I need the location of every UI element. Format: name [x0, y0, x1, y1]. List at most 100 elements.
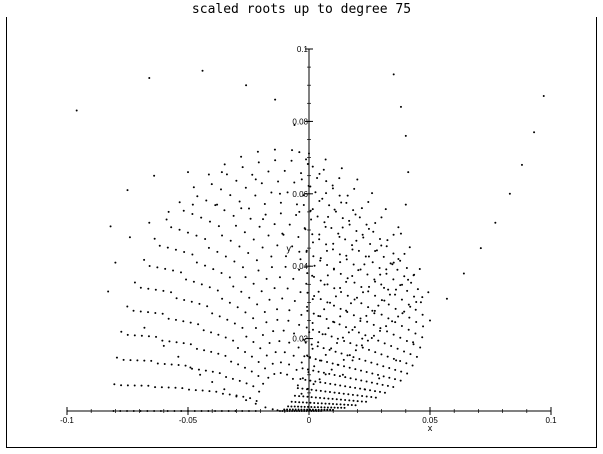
- data-point: [365, 314, 368, 317]
- data-point: [186, 231, 189, 234]
- data-point: [174, 318, 177, 321]
- data-point: [132, 309, 135, 312]
- data-point: [308, 410, 310, 412]
- data-point: [392, 357, 395, 360]
- data-point: [391, 320, 394, 323]
- data-point: [381, 383, 384, 386]
- data-point: [397, 258, 400, 261]
- data-point: [197, 368, 200, 371]
- data-point: [378, 377, 381, 380]
- data-point: [326, 283, 329, 286]
- data-point: [274, 159, 277, 162]
- data-point: [346, 277, 349, 280]
- data-point: [327, 327, 330, 330]
- data-point: [311, 321, 314, 324]
- data-point: [407, 171, 410, 174]
- data-point: [359, 387, 362, 390]
- data-point: [308, 331, 311, 334]
- data-point: [372, 230, 375, 233]
- data-point: [153, 237, 156, 240]
- data-point: [380, 283, 383, 286]
- data-point: [344, 238, 347, 241]
- data-point: [147, 287, 150, 290]
- data-point: [183, 251, 186, 254]
- data-point: [252, 317, 255, 320]
- data-point: [400, 370, 403, 373]
- data-point: [178, 228, 181, 231]
- data-point: [302, 395, 305, 398]
- data-point: [263, 203, 266, 206]
- data-point: [287, 319, 290, 322]
- data-point: [338, 392, 341, 395]
- data-point: [371, 372, 374, 375]
- data-point: [162, 289, 165, 292]
- data-point: [306, 368, 309, 371]
- data-point: [388, 367, 391, 370]
- data-point: [319, 259, 322, 262]
- data-point: [267, 170, 270, 173]
- data-point: [333, 208, 336, 211]
- data-point: [344, 385, 347, 388]
- data-point: [208, 390, 211, 393]
- data-point: [339, 261, 342, 264]
- data-point: [217, 352, 220, 355]
- data-point: [352, 263, 355, 266]
- data-point: [333, 287, 336, 290]
- data-point: [316, 345, 319, 348]
- data-point: [326, 408, 329, 411]
- data-point: [160, 386, 163, 389]
- data-point: [380, 353, 383, 356]
- data-point: [336, 341, 339, 344]
- data-point: [343, 403, 346, 406]
- data-point: [129, 359, 132, 362]
- data-point: [273, 223, 276, 226]
- data-point: [254, 194, 257, 197]
- data-point: [341, 217, 344, 220]
- data-point: [170, 363, 173, 366]
- data-point: [168, 340, 171, 343]
- data-point: [399, 284, 402, 287]
- data-point: [148, 221, 151, 224]
- data-point: [262, 382, 265, 385]
- data-point: [348, 354, 351, 357]
- data-point: [322, 168, 325, 171]
- data-point: [244, 276, 247, 279]
- data-point: [257, 375, 260, 378]
- data-point: [147, 335, 150, 338]
- data-point: [300, 392, 303, 395]
- data-point: [337, 232, 340, 235]
- data-point: [153, 174, 156, 177]
- data-point: [172, 269, 175, 272]
- data-point: [356, 394, 359, 397]
- data-point: [201, 69, 204, 72]
- data-point: [306, 354, 309, 357]
- data-point: [397, 226, 400, 229]
- data-point: [190, 300, 193, 303]
- data-point: [311, 208, 314, 211]
- data-point: [347, 331, 350, 334]
- data-point: [267, 234, 270, 237]
- data-point: [370, 396, 373, 399]
- data-point: [322, 371, 325, 374]
- data-point: [340, 201, 343, 204]
- data-point: [367, 290, 370, 293]
- data-point: [319, 257, 322, 260]
- data-point: [344, 376, 347, 379]
- data-point: [298, 410, 301, 412]
- data-point: [305, 282, 308, 285]
- data-point: [328, 402, 331, 405]
- data-point: [276, 318, 279, 321]
- data-point: [258, 225, 261, 228]
- data-point: [365, 380, 368, 383]
- data-point: [344, 399, 347, 402]
- data-point: [139, 310, 142, 313]
- data-point: [306, 291, 309, 294]
- data-point: [392, 278, 395, 281]
- data-point: [126, 333, 129, 336]
- data-point: [297, 236, 300, 239]
- data-point: [192, 186, 195, 189]
- data-point: [288, 309, 291, 312]
- data-point: [404, 134, 407, 137]
- data-point: [404, 203, 407, 206]
